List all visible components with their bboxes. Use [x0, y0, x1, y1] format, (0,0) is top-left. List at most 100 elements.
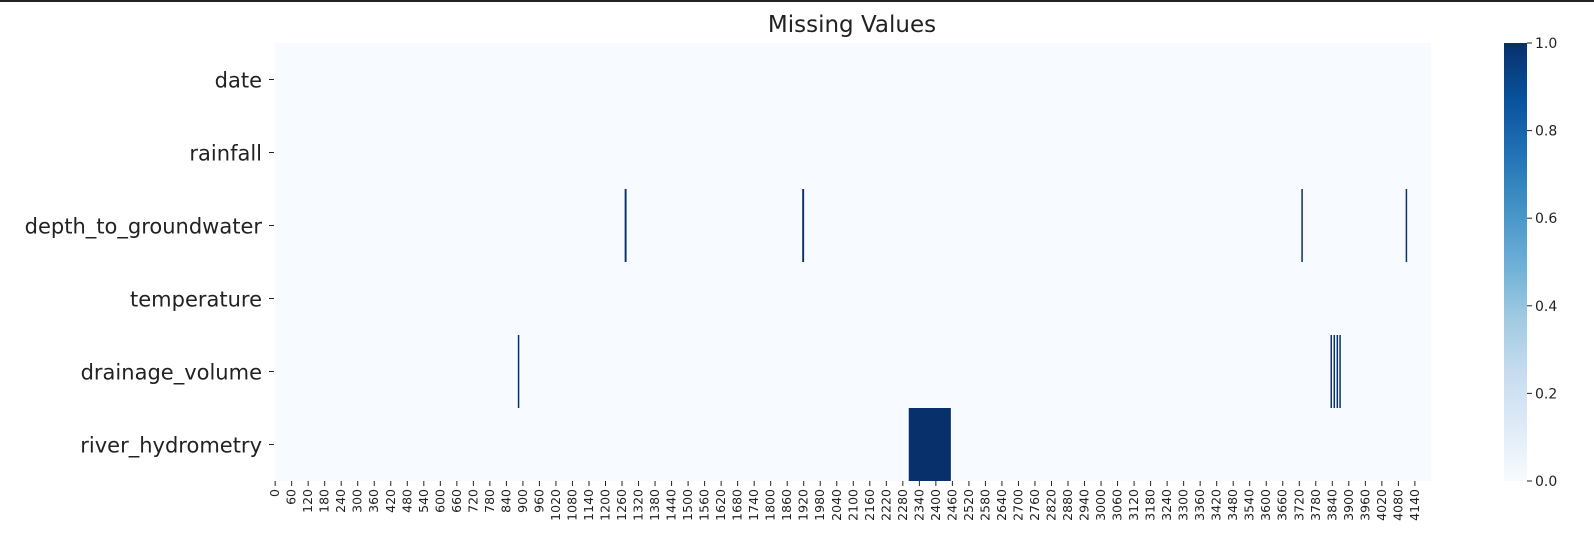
- x-tick-label: 2040: [829, 489, 844, 521]
- x-tick-label: 720: [465, 489, 480, 513]
- missing-cell-drainage-volume: [1330, 335, 1333, 408]
- x-tick-label: 1500: [680, 489, 695, 521]
- y-tick-label-rainfall: rainfall: [189, 142, 262, 166]
- heatmap-background: [275, 43, 1431, 481]
- missing-cell-depth-to-groundwater: [1301, 189, 1303, 262]
- x-tick-label: 3180: [1143, 489, 1158, 521]
- x-tick-label: 2220: [878, 489, 893, 521]
- x-tick-label: 3300: [1176, 489, 1191, 521]
- x-tick-label: 1560: [697, 489, 712, 521]
- x-tick-label: 1140: [581, 489, 596, 521]
- x-tick-label: 3660: [1275, 489, 1290, 521]
- x-tick-label: 300: [350, 489, 365, 513]
- colorbar-tick-label: 0.4: [1535, 299, 1557, 315]
- missing-cell-drainage-volume: [517, 335, 520, 408]
- x-tick-label: 1860: [779, 489, 794, 521]
- x-tick-label: 1680: [730, 489, 745, 521]
- x-tick-label: 1200: [598, 489, 613, 521]
- x-tick-label: 4020: [1374, 489, 1389, 521]
- x-tick-label: 1380: [647, 489, 662, 521]
- x-tick-label: 3360: [1192, 489, 1207, 521]
- x-tick-label: 660: [449, 489, 464, 513]
- x-tick-label: 2700: [1010, 489, 1025, 521]
- missing-cell-drainage-volume: [1339, 335, 1341, 408]
- colorbar-tick-label: 1.0: [1535, 36, 1557, 52]
- colorbar: 0.0 0.2 0.4 0.6 0.8 1.0: [1504, 36, 1557, 490]
- colorbar-tick-label: 0.6: [1535, 211, 1557, 227]
- x-tick-label: 3060: [1110, 489, 1125, 521]
- x-tick-label: 2520: [961, 489, 976, 521]
- x-tick-label: 3000: [1093, 489, 1108, 521]
- y-tick-label-temperature: temperature: [130, 288, 262, 312]
- x-tick-label: 3900: [1341, 489, 1356, 521]
- x-tick-label: 240: [333, 489, 348, 513]
- x-tick-label: 480: [399, 489, 414, 513]
- x-tick-label: 3480: [1225, 489, 1240, 521]
- top-border: [0, 0, 1594, 2]
- y-tick-label-river-hydrometry: river_hydrometry: [80, 434, 262, 459]
- x-tick-label: 60: [284, 489, 299, 505]
- x-tick-label: 540: [416, 489, 431, 513]
- x-tick-label: 1920: [796, 489, 811, 521]
- y-tick-label-depth-to-groundwater: depth_to_groundwater: [25, 215, 263, 240]
- x-axis: 0 60 120 180 240 300 360 420 480 540 600 660 720 780 8…: [267, 481, 1422, 521]
- x-tick-label: 1260: [614, 489, 629, 521]
- x-tick-label: 2160: [862, 489, 877, 521]
- x-tick-label: 2340: [911, 489, 926, 521]
- y-tick-label-date: date: [215, 69, 262, 93]
- x-tick-label: 1740: [746, 489, 761, 521]
- x-tick-label: 900: [515, 489, 530, 513]
- x-tick-label: 360: [366, 489, 381, 513]
- x-tick-label: 3420: [1209, 489, 1224, 521]
- x-tick-label: 3240: [1159, 489, 1174, 521]
- x-tick-label: 1020: [548, 489, 563, 521]
- heatmap-plot-area: [275, 43, 1431, 481]
- x-tick-label: 2640: [994, 489, 1009, 521]
- x-tick-label: 3960: [1357, 489, 1372, 521]
- x-tick-label: 960: [531, 489, 546, 513]
- x-tick-label: 3720: [1291, 489, 1306, 521]
- x-tick-label: 2280: [895, 489, 910, 521]
- x-tick-label: 2760: [1027, 489, 1042, 521]
- missing-cell-drainage-volume: [1333, 335, 1336, 408]
- x-tick-label: 1320: [631, 489, 646, 521]
- x-tick-label: 0: [267, 489, 282, 497]
- colorbar-tick-label: 0.8: [1535, 124, 1557, 140]
- x-tick-label: 600: [432, 489, 447, 513]
- x-tick-label: 1980: [812, 489, 827, 521]
- missing-cell-depth-to-groundwater: [624, 189, 627, 262]
- x-tick-label: 3540: [1242, 489, 1257, 521]
- x-tick-label: 2820: [1043, 489, 1058, 521]
- y-axis: date rainfall depth_to_groundwater temperat…: [25, 69, 274, 459]
- x-tick-label: 2460: [944, 489, 959, 521]
- x-tick-label: 840: [498, 489, 513, 513]
- colorbar-gradient: [1504, 43, 1527, 481]
- x-tick-label: 3840: [1324, 489, 1339, 521]
- x-tick-label: 1440: [664, 489, 679, 521]
- chart-title: Missing Values: [768, 12, 936, 38]
- missing-cell-river-hydrometry: [908, 408, 951, 481]
- colorbar-tick-label: 0.2: [1535, 386, 1557, 402]
- missing-cell-drainage-volume: [1336, 335, 1339, 408]
- colorbar-tick-label: 0.0: [1535, 474, 1557, 490]
- x-tick-label: 3600: [1258, 489, 1273, 521]
- x-tick-label: 1620: [713, 489, 728, 521]
- x-tick-label: 3780: [1308, 489, 1323, 521]
- x-tick-label: 120: [300, 489, 315, 513]
- missing-cell-depth-to-groundwater: [802, 189, 805, 262]
- x-tick-label: 780: [482, 489, 497, 513]
- x-tick-label: 420: [383, 489, 398, 513]
- x-tick-label: 2580: [977, 489, 992, 521]
- x-tick-label: 3120: [1126, 489, 1141, 521]
- x-tick-label: 2400: [928, 489, 943, 521]
- x-tick-label: 180: [317, 489, 332, 513]
- y-tick-label-drainage-volume: drainage_volume: [81, 361, 262, 386]
- x-tick-label: 1800: [763, 489, 778, 521]
- x-tick-label: 4080: [1390, 489, 1405, 521]
- missing-cell-depth-to-groundwater: [1405, 189, 1408, 262]
- x-tick-label: 2100: [845, 489, 860, 521]
- x-tick-label: 2940: [1077, 489, 1092, 521]
- x-tick-label: 1080: [564, 489, 579, 521]
- x-tick-label: 4140: [1407, 489, 1422, 521]
